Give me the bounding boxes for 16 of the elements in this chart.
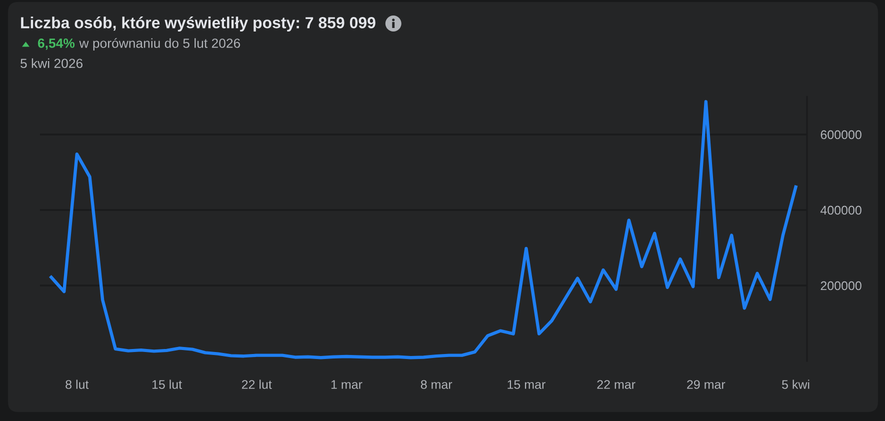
x-tick-label: 1 mar (331, 380, 362, 389)
text: 5 kwi 2026 (20, 58, 82, 68)
chart-subtitle: 6,54% w porównaniu do 5 lut 2026 (38, 38, 240, 51)
x-tick-label: 29 mar (687, 380, 726, 389)
y-tick-label: 200000 (820, 281, 862, 290)
x-tick-label: 8 mar (420, 380, 452, 389)
x-tick-label: 22 lut (242, 380, 272, 389)
chart-title: Liczba osób, które wyświetliły posty: 7 859 099 (21, 16, 376, 32)
x-tick-label: 15 lut (152, 380, 182, 389)
x-tick-label: 8 lut (66, 380, 89, 389)
y-tick-label: 600000 (820, 130, 862, 140)
line-series (50, 100, 798, 360)
x-tick-label: 15 mar (508, 380, 546, 389)
x-tick-label: 22 mar (597, 380, 636, 389)
y-tick-label: 400000 (820, 206, 862, 215)
x-tick-label: 5 kwi (782, 380, 810, 389)
